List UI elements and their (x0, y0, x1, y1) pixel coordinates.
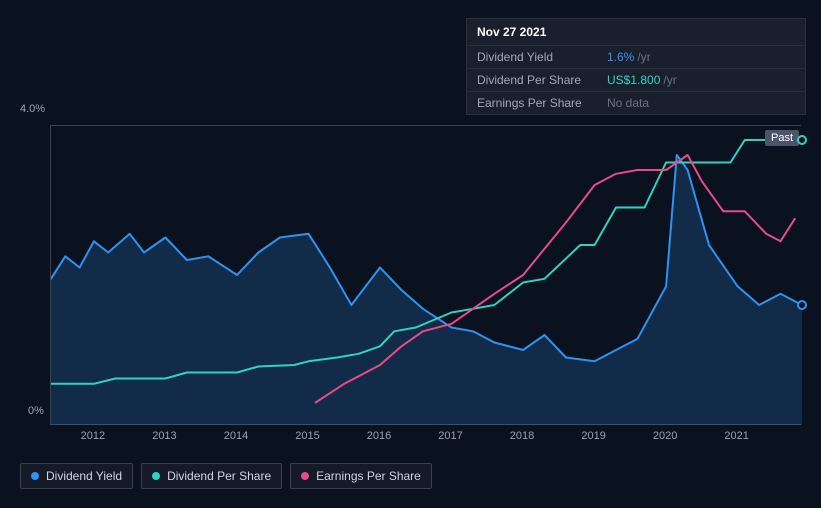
tooltip-value: 1.6% (607, 50, 634, 64)
x-tick: 2021 (724, 430, 748, 442)
x-tick: 2013 (152, 430, 176, 442)
x-tick: 2014 (224, 430, 248, 442)
x-tick: 2012 (81, 430, 105, 442)
x-tick: 2020 (653, 430, 677, 442)
dividend-per-share-end-marker (797, 135, 807, 145)
y-axis-min: 0% (28, 405, 44, 417)
x-tick: 2018 (510, 430, 534, 442)
tooltip-label: Dividend Per Share (477, 73, 607, 87)
tooltip-suffix: /yr (663, 73, 676, 87)
legend-item-dividend-yield[interactable]: Dividend Yield (20, 463, 133, 489)
x-axis-ticks: 2012 2013 2014 2015 2016 2017 2018 2019 2020 2021 (50, 430, 801, 450)
y-axis-max: 4.0% (20, 103, 45, 115)
chart-svg (51, 125, 802, 425)
past-badge: Past (765, 130, 799, 146)
tooltip-date: Nov 27 2021 (467, 19, 805, 46)
dividend-yield-end-marker (797, 300, 807, 310)
x-tick: 2017 (438, 430, 462, 442)
dividend-yield-area (51, 155, 802, 425)
chart-area: 4.0% 0% Past (20, 105, 801, 425)
legend-label: Dividend Per Share (167, 469, 271, 483)
legend-item-dividend-per-share[interactable]: Dividend Per Share (141, 463, 282, 489)
x-tick: 2016 (367, 430, 391, 442)
tooltip-suffix: /yr (637, 50, 650, 64)
legend-label: Dividend Yield (46, 469, 122, 483)
tooltip-row: Dividend Per ShareUS$1.800/yr (467, 69, 805, 92)
legend-dot-icon (31, 472, 39, 480)
legend-item-earnings-per-share[interactable]: Earnings Per Share (290, 463, 432, 489)
tooltip-label: Dividend Yield (477, 50, 607, 64)
legend-dot-icon (152, 472, 160, 480)
plot-region[interactable]: Past (50, 125, 801, 425)
x-tick: 2019 (581, 430, 605, 442)
tooltip-row: Dividend Yield1.6%/yr (467, 46, 805, 69)
chart-tooltip: Nov 27 2021 Dividend Yield1.6%/yrDividen… (466, 18, 806, 115)
tooltip-value: US$1.800 (607, 73, 660, 87)
legend-label: Earnings Per Share (316, 469, 421, 483)
x-tick: 2015 (295, 430, 319, 442)
legend-dot-icon (301, 472, 309, 480)
gridline-top (51, 125, 801, 126)
legend: Dividend Yield Dividend Per Share Earnings… (20, 463, 432, 489)
